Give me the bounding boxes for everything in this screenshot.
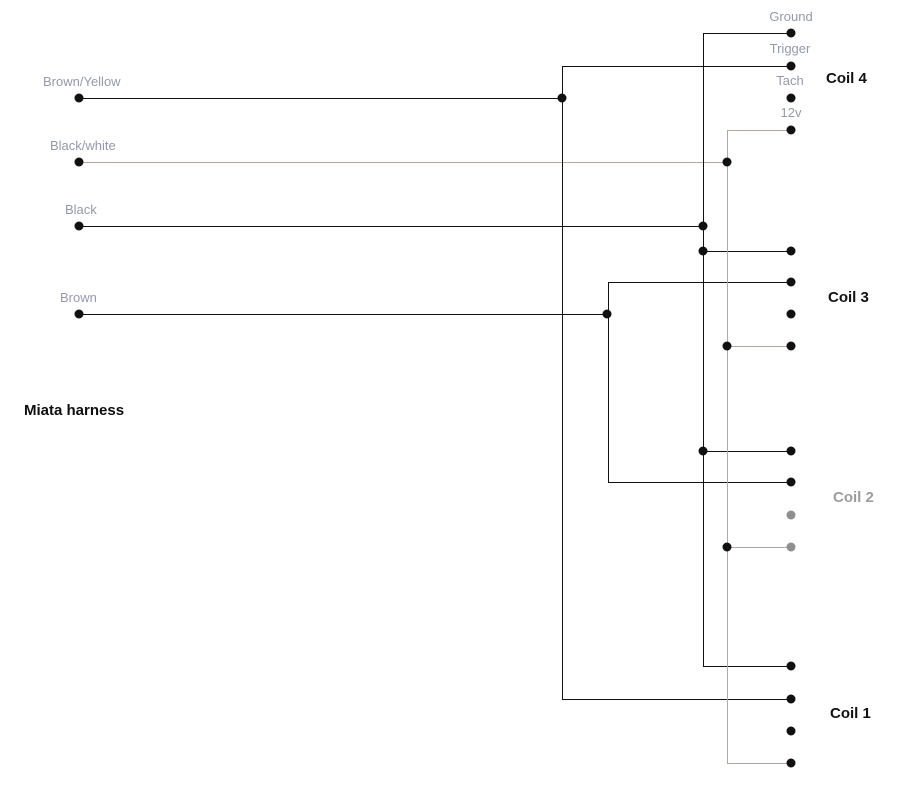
- junction-dot: [722, 341, 732, 351]
- coil3-ground-stub: [703, 251, 791, 252]
- coil-label-3: Coil 3: [828, 289, 869, 306]
- trigger-bus-outer: [562, 66, 563, 699]
- junction-dot: [698, 446, 708, 456]
- trigger-bus-inner: [608, 282, 609, 482]
- coil3-trigger-stub: [608, 282, 791, 283]
- junction-dot: [698, 221, 708, 231]
- black-white-lead: [79, 162, 727, 163]
- wire-label-black: Black: [65, 202, 97, 217]
- coil1-ground-stub: [703, 666, 791, 667]
- coil2-trigger-pin-dot: [786, 477, 796, 487]
- coil2-ground-pin-dot: [786, 446, 796, 456]
- coil1-tach-pin-dot: [786, 726, 796, 736]
- coil-label-1: Coil 1: [830, 705, 871, 722]
- coil4-12v-stub: [727, 130, 791, 131]
- brown-lead: [79, 314, 607, 315]
- wire-label-brown: Brown: [60, 290, 97, 305]
- wire-label-brown-yellow: Brown/Yellow: [43, 74, 121, 89]
- coil1-trigger-stub: [562, 699, 791, 700]
- coil2-tach-pin-dot: [786, 510, 796, 520]
- coil4-trigger-pin-dot: [786, 61, 796, 71]
- ground-bus: [703, 33, 704, 666]
- junction-dot: [602, 309, 612, 319]
- coil3-12v-stub: [727, 346, 791, 347]
- wire-end-dot-brown-yellow: [74, 93, 84, 103]
- pin-label-ground: Ground: [769, 9, 813, 24]
- coil1-12v-pin-dot: [786, 758, 796, 768]
- pin-label-trigger: Trigger: [769, 41, 811, 56]
- coil4-trigger-stub: [562, 66, 791, 67]
- diagram-title: Miata harness: [24, 402, 125, 419]
- coil-label-4: Coil 4: [826, 70, 867, 87]
- coil4-12v-pin-dot: [786, 125, 796, 135]
- wire-label-black-white: Black/white: [50, 138, 116, 153]
- coil3-trigger-pin-dot: [786, 277, 796, 287]
- coil4-tach-pin-dot: [786, 93, 796, 103]
- coil2-ground-stub: [703, 451, 791, 452]
- coil3-tach-pin-dot: [786, 309, 796, 319]
- twelve-volt-bus: [727, 130, 728, 763]
- pin-label-12v: 12v: [780, 105, 802, 120]
- coil3-ground-pin-dot: [786, 246, 796, 256]
- black-lead: [79, 226, 703, 227]
- junction-dot: [698, 246, 708, 256]
- coil1-ground-pin-dot: [786, 661, 796, 671]
- junction-dot: [722, 542, 732, 552]
- coil2-trigger-stub: [608, 482, 791, 483]
- wire-end-dot-black: [74, 221, 84, 231]
- coil1-12v-stub: [727, 763, 791, 764]
- coil4-ground-stub: [703, 33, 791, 34]
- coil-label-2: Coil 2: [833, 489, 874, 506]
- coil3-12v-pin-dot: [786, 341, 796, 351]
- pin-label-tach: Tach: [776, 73, 804, 88]
- junction-dot: [557, 93, 567, 103]
- coil2-12v-pin-dot: [786, 542, 796, 552]
- coil2-12v-stub: [727, 547, 791, 548]
- wire-end-dot-brown: [74, 309, 84, 319]
- wire-end-dot-black-white: [74, 157, 84, 167]
- coil4-ground-pin-dot: [786, 28, 796, 38]
- coil1-trigger-pin-dot: [786, 694, 796, 704]
- junction-dot: [722, 157, 732, 167]
- brown-yellow-lead: [79, 98, 562, 99]
